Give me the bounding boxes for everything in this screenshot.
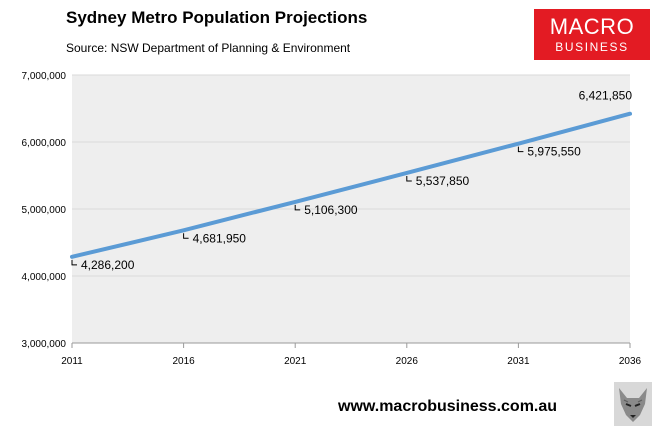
data-label-leader bbox=[183, 233, 189, 239]
chart-title: Sydney Metro Population Projections bbox=[66, 8, 368, 27]
data-label: 5,975,550 bbox=[527, 145, 581, 159]
data-label-leader bbox=[294, 204, 301, 211]
logo-line-2: BUSINESS bbox=[555, 40, 629, 54]
y-tick-label: 4,000,000 bbox=[22, 272, 67, 283]
series-line-population bbox=[70, 111, 632, 259]
data-label: 4,681,950 bbox=[193, 231, 247, 245]
data-labels: 4,286,200 4,681,950 5,106,300 5,537,850 5,97… bbox=[71, 89, 633, 272]
x-tick-label: 2011 bbox=[61, 356, 83, 367]
macro-business-logo[interactable]: MACRO BUSINESS bbox=[534, 9, 650, 60]
data-label-leader bbox=[517, 146, 524, 153]
y-tick-label: 3,000,000 bbox=[22, 339, 67, 350]
x-tick-label: 2026 bbox=[396, 356, 419, 367]
wolf-icon bbox=[614, 382, 652, 426]
data-label-leader bbox=[406, 175, 412, 182]
data-label: 5,106,300 bbox=[304, 203, 358, 217]
y-tick-label: 6,000,000 bbox=[22, 138, 67, 149]
x-tick-label: 2016 bbox=[172, 356, 195, 367]
y-tick-label: 7,000,000 bbox=[22, 71, 67, 82]
data-label: 4,286,200 bbox=[81, 258, 135, 272]
x-tick-label: 2036 bbox=[619, 356, 642, 367]
x-tick-label: 2031 bbox=[507, 356, 530, 367]
data-label: 6,421,850 bbox=[579, 89, 633, 103]
x-axis-ticks: 2011 2016 2021 2026 2031 2036 bbox=[61, 343, 642, 367]
x-tick-label: 2021 bbox=[284, 356, 307, 367]
data-label: 5,537,850 bbox=[416, 174, 470, 188]
data-label-leader bbox=[71, 259, 77, 266]
chart-source: Source: NSW Department of Planning & Env… bbox=[66, 41, 351, 55]
logo-line-1: MACRO bbox=[549, 14, 635, 39]
website-url[interactable]: www.macrobusiness.com.au bbox=[338, 398, 558, 415]
gridlines bbox=[72, 74, 630, 277]
y-axis-ticks: 3,000,000 4,000,000 5,000,000 6,000,000 7,00… bbox=[22, 71, 67, 350]
y-tick-label: 5,000,000 bbox=[22, 205, 67, 216]
